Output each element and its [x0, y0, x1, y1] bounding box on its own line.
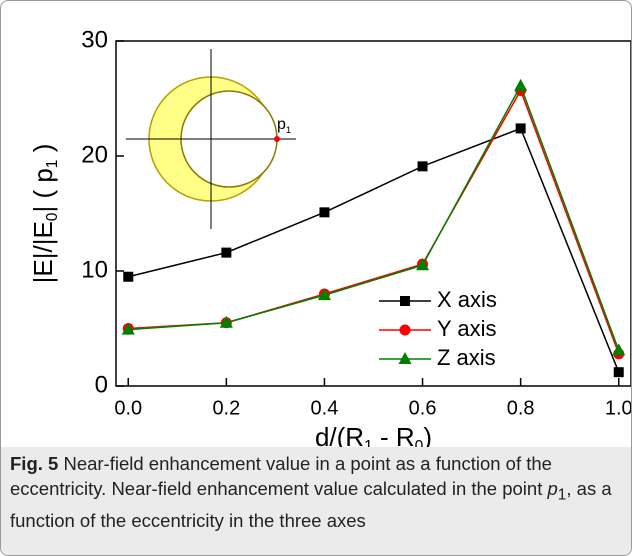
marker — [416, 258, 430, 271]
y-tick-label: 10 — [81, 256, 108, 283]
x-tick-label: 0.2 — [212, 397, 240, 419]
legend-label: X axis — [437, 287, 497, 312]
marker — [417, 161, 428, 172]
y-axis-label-part: 0 — [44, 212, 61, 221]
y-axis-label-part: ) — [28, 144, 58, 160]
y-tick-label: 30 — [81, 26, 108, 53]
x-axis-label-part: d/(R — [315, 422, 364, 447]
marker — [514, 78, 528, 91]
marker — [219, 315, 233, 328]
marker — [221, 247, 232, 258]
y-tick-label: 0 — [95, 371, 108, 398]
x-tick-label: 0.6 — [409, 397, 437, 419]
caption-text: p — [547, 478, 558, 499]
legend-marker — [398, 352, 412, 364]
x-axis-label: d/(R1 - R0) — [315, 422, 432, 447]
legend-marker — [400, 296, 410, 306]
y-tick-label: 20 — [81, 141, 108, 168]
y-axis-label-part: |E|/|E — [28, 221, 58, 283]
marker — [612, 343, 626, 356]
marker — [515, 123, 526, 134]
marker — [613, 367, 624, 378]
series-line — [128, 127, 620, 373]
x-axis-label-part: 0 — [415, 438, 424, 447]
series-line — [128, 84, 620, 351]
y-axis-label-part: | ( p — [28, 168, 58, 212]
marker — [123, 271, 134, 282]
plot-frame — [115, 40, 631, 387]
marker — [317, 288, 331, 301]
inset-label-part: 1 — [286, 124, 291, 135]
x-axis-label-part: ) — [423, 422, 432, 447]
legend-label: Z axis — [437, 345, 496, 370]
caption-text: 1 — [557, 486, 567, 504]
x-tick-label: 0.4 — [311, 397, 339, 419]
inset-label: p1 — [277, 116, 291, 135]
x-tick-label: 0.0 — [114, 397, 142, 419]
marker — [121, 322, 135, 335]
x-tick-label: 0.8 — [507, 397, 535, 419]
inset-diagram — [126, 49, 296, 229]
caption: Fig. 5 Near-field enhancement value in a… — [1, 447, 631, 555]
x-axis-label-part: 1 — [364, 438, 373, 447]
caption-text: Near-field enhancement value calculated … — [111, 478, 548, 499]
y-axis-label: |E|/|E0| ( p1 ) — [28, 144, 61, 284]
caption-title: Near-field enhancement value in a point … — [10, 453, 552, 499]
legend-marker — [399, 324, 411, 336]
y-axis-label-part: 1 — [44, 160, 61, 169]
x-axis-label-part: - R — [373, 422, 415, 447]
marker — [319, 207, 330, 218]
caption-label: Fig. 5 — [10, 453, 59, 474]
legend-label: Y axis — [437, 316, 497, 341]
inset-label-part: p — [277, 116, 286, 133]
caption-text: , as a function of the eccentricity in t… — [10, 478, 612, 531]
x-tick-label: 1.0 — [605, 397, 631, 419]
